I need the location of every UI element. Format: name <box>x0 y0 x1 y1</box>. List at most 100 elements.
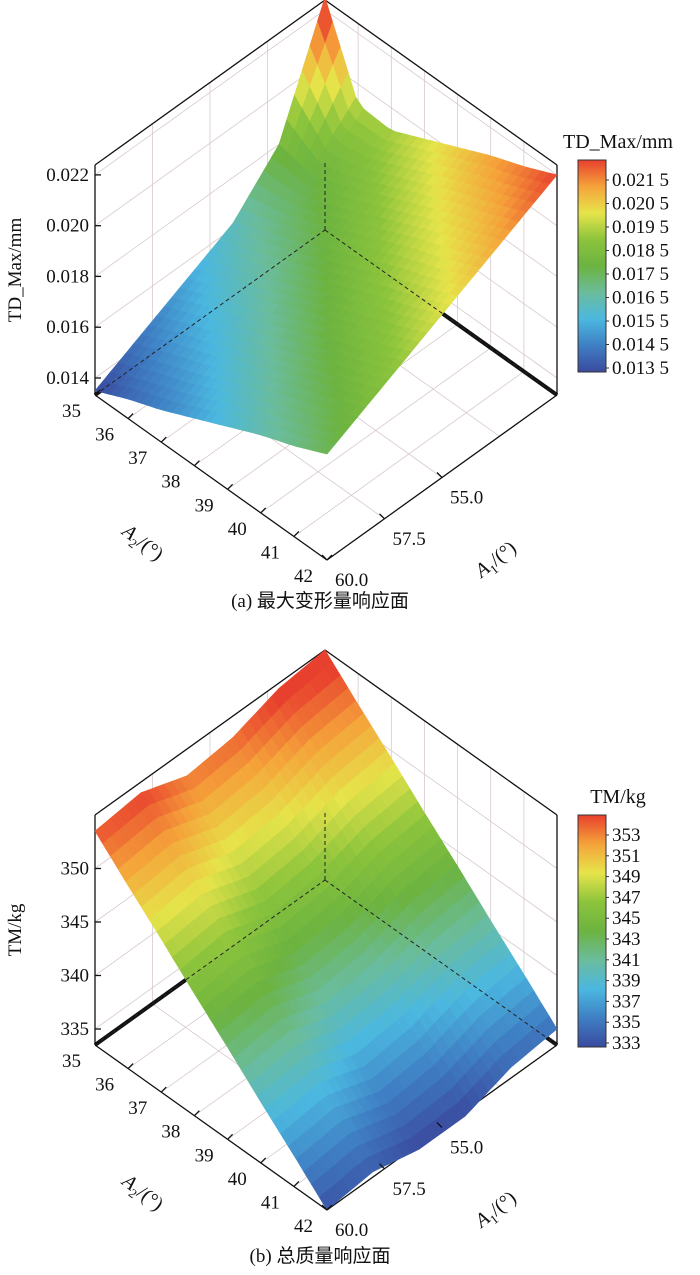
a1-tick-label: 55.0 <box>450 1138 483 1159</box>
top-edge <box>94 649 326 816</box>
a2-tick-label: 42 <box>294 1216 313 1237</box>
a1-tick <box>436 1122 443 1128</box>
a2-tick-label: 42 <box>294 566 313 587</box>
a1-tick <box>379 1163 385 1170</box>
colorbar-label: 335 <box>612 1012 641 1033</box>
a2-tick <box>193 460 200 467</box>
colorbar-label: 351 <box>612 846 641 867</box>
a2-tick <box>293 1180 300 1187</box>
a1-tick-label: 55.0 <box>450 488 483 509</box>
hidden-edge-dashed <box>324 879 558 1046</box>
z-tick-label: 0.018 <box>46 266 89 287</box>
a2-axis-line <box>94 1044 328 1211</box>
a2-tick-label: 38 <box>161 472 180 493</box>
z-tick-label: 0.020 <box>46 216 89 237</box>
surface-patch <box>318 442 336 455</box>
a2-tick <box>260 507 267 514</box>
a2-tick-label: 41 <box>261 542 280 563</box>
a2-axis-line <box>94 394 328 561</box>
a2-tick-label: 38 <box>161 1122 180 1143</box>
a2-tick-label: 36 <box>95 1075 114 1096</box>
a2-tick-label: 40 <box>228 519 247 540</box>
chart-a-max-deformation: 35 36 37 38 39 40 41 42 55.0 57.5 60.0 0.014 0.016 0.… <box>5 0 673 612</box>
a2-tick-label: 36 <box>95 425 114 446</box>
a2-tick-label: 41 <box>261 1192 280 1213</box>
a2-tick-label: 40 <box>228 1169 247 1190</box>
z-tick-label: 335 <box>61 1019 90 1040</box>
a1-tick <box>321 1204 328 1211</box>
colorbar-label: 347 <box>612 887 641 908</box>
a2-tick <box>160 436 167 443</box>
a2-axis-title: A2/(°) <box>115 519 168 568</box>
colorbar-label: 333 <box>612 1033 641 1054</box>
z-tick-label: 340 <box>61 966 90 987</box>
a2-tick-label: 35 <box>62 401 81 422</box>
a2-tick-label: 35 <box>62 1051 81 1072</box>
figure-caption: (b) 总质量响应面 <box>250 1245 391 1267</box>
colorbar-label: 349 <box>612 867 641 888</box>
z-axis-title: TD_Max/mm <box>5 218 26 323</box>
colorbar-label: 0.020 5 <box>612 194 669 215</box>
a1-tick <box>321 554 328 561</box>
top-edge <box>94 0 326 166</box>
a2-tick <box>127 413 134 420</box>
colorbar-label: 0.021 5 <box>612 170 669 191</box>
a2-tick <box>227 1133 234 1140</box>
a2-tick <box>326 1204 333 1211</box>
z-axis-title: TM/kg <box>5 903 26 956</box>
top-edge <box>324 0 558 166</box>
colorbar-label: 353 <box>612 825 641 846</box>
hidden-edge-dashed <box>94 229 326 396</box>
z-tick-label: 0.022 <box>46 165 89 186</box>
z-tick-label: 0.016 <box>46 317 89 338</box>
a2-axis-title: A2/(°) <box>115 1169 168 1218</box>
a2-tick <box>160 1086 167 1093</box>
colorbar-label: 0.015 5 <box>612 311 669 332</box>
colorbar-label: 343 <box>612 929 641 950</box>
a1-axis-title: A1/(°) <box>469 537 522 586</box>
colorbar-label: 339 <box>612 971 641 992</box>
a1-tick-label: 57.5 <box>393 1179 426 1200</box>
a1-tick <box>436 472 443 478</box>
colorbar-label: 0.017 5 <box>612 264 669 285</box>
a1-tick-label: 60.0 <box>335 1220 368 1241</box>
a2-tick <box>227 483 234 490</box>
z-tick-label: 350 <box>61 859 90 880</box>
a2-tick-label: 39 <box>195 1145 214 1166</box>
colorbar <box>577 159 607 373</box>
colorbar-label: 0.013 5 <box>612 358 669 379</box>
a2-tick-label: 39 <box>195 495 214 516</box>
a2-tick <box>94 1039 101 1046</box>
colorbar-label: 345 <box>612 908 641 929</box>
figure-caption: (a) 最大变形量响应面 <box>231 590 409 612</box>
colorbar-title: TD_Max/mm <box>563 131 673 153</box>
a2-tick <box>193 1110 200 1117</box>
wall-gridline <box>324 9 558 176</box>
a1-tick <box>379 513 385 520</box>
z-tick-label: 0.014 <box>46 368 89 389</box>
hidden-edge-dashed <box>94 879 326 1046</box>
a2-tick <box>127 1063 134 1070</box>
colorbar-label: 341 <box>612 950 641 971</box>
a2-tick <box>293 530 300 537</box>
a2-tick-label: 37 <box>128 1098 147 1119</box>
colorbar-title: TM/kg <box>590 786 646 808</box>
colorbar <box>577 814 607 1048</box>
colorbar-label: 0.014 5 <box>612 335 669 356</box>
colorbar-label: 337 <box>612 991 641 1012</box>
a1-tick-label: 57.5 <box>393 529 426 550</box>
a1-tick-label: 60.0 <box>335 570 368 591</box>
hidden-edge-dashed <box>324 229 558 396</box>
a2-tick <box>260 1157 267 1164</box>
chart-b-total-mass: 35 36 37 38 39 40 41 42 55.0 57.5 60.0 335 340 345 350… <box>5 649 646 1267</box>
response-surface <box>94 0 558 455</box>
a2-tick <box>94 389 101 396</box>
z-tick-label: 345 <box>61 912 90 933</box>
a1-axis-title: A1/(°) <box>469 1187 522 1236</box>
a2-tick <box>326 554 333 561</box>
colorbar-label: 0.018 5 <box>612 241 669 262</box>
colorbar-label: 0.019 5 <box>612 217 669 238</box>
a2-tick-label: 37 <box>128 448 147 469</box>
colorbar-label: 0.016 5 <box>612 288 669 309</box>
